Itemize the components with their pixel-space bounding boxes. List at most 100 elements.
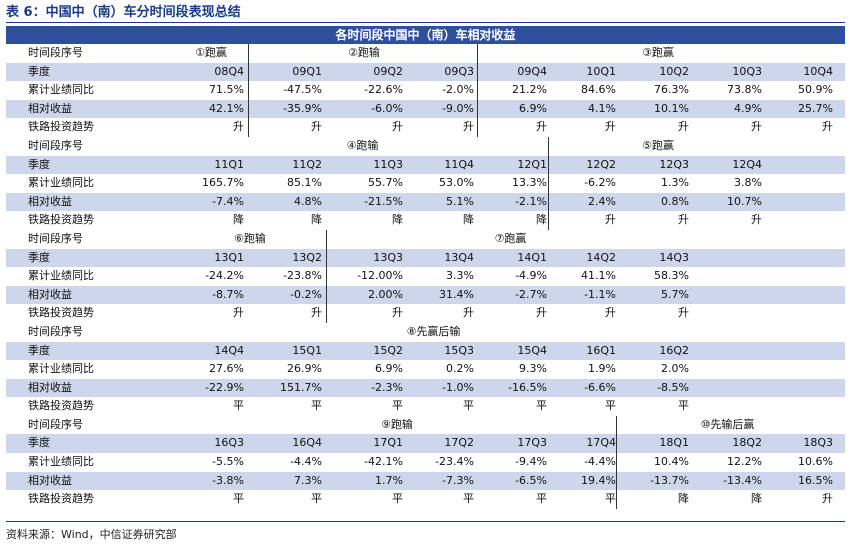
row-label: 相对收益: [28, 194, 72, 208]
table-cell-rail: 升: [751, 120, 762, 134]
table-row-rel: 相对收益 -3.8% 7.3% 1.7% -7.3% -6.5% 19.4% -13.7% -1…: [6, 471, 845, 491]
table-cell-quarter: 09Q1: [292, 64, 322, 78]
row-label: 季度: [28, 436, 50, 450]
table-cell-growth: 27.6%: [209, 362, 244, 376]
table-cell-rel: -13.4%: [723, 473, 762, 487]
table-row-rail: 铁路投资趋势 升 升 升 升 升 升 升: [6, 304, 845, 323]
table-cell-rail: 升: [463, 306, 474, 320]
period-group-label: ⑦跑赢: [494, 231, 527, 245]
table-cell-rail: 平: [463, 492, 474, 506]
table-cell-growth: 1.9%: [588, 362, 616, 376]
table-cell-rel: -2.7%: [515, 287, 547, 301]
row-label: 累计业绩同比: [28, 176, 94, 190]
row-label: 铁路投资趋势: [28, 399, 94, 413]
table-cell-quarter: 18Q3: [803, 436, 833, 450]
table-cell-rel: -6.6%: [584, 380, 616, 394]
row-label: 季度: [28, 64, 50, 78]
row-label: 铁路投资趋势: [28, 492, 94, 506]
table-cell-rail: 升: [605, 306, 616, 320]
table-cell-rail: 降: [392, 213, 403, 227]
table-body: 时间段序号 ①跑赢 ②跑输 ③跑赢 季度 08Q4 09Q1 09Q2 09Q3 09Q4 10Q1…: [6, 44, 845, 509]
table-cell-quarter: 17Q3: [517, 436, 547, 450]
table-cell-quarter: 16Q4: [292, 436, 322, 450]
table-row-quarter: 季度 14Q4 15Q1 15Q2 15Q3 15Q4 16Q1 16Q2: [6, 341, 845, 361]
table-cell-growth: 21.2%: [512, 83, 547, 97]
table-cell-rel: 2.00%: [368, 287, 403, 301]
table-row-growth: 累计业绩同比 27.6% 26.9% 6.9% 0.2% 9.3% 1.9% 2.0%: [6, 360, 845, 379]
row-label: 铁路投资趋势: [28, 120, 94, 134]
table-cell-rel: 2.4%: [588, 194, 616, 208]
table-cell-rail: 升: [536, 120, 547, 134]
table-cell-rail: 平: [536, 399, 547, 413]
table-cell-quarter: 08Q4: [214, 64, 244, 78]
table-cell-quarter: 15Q3: [444, 343, 474, 357]
row-label: 时间段序号: [28, 46, 83, 59]
table-cell-growth: -23.4%: [435, 455, 474, 469]
table-row-period: 时间段序号 ⑨跑输 ⑩先输后赢: [6, 416, 845, 435]
table-cell-quarter: 10Q4: [803, 64, 833, 78]
table-cell-rail: 升: [463, 120, 474, 134]
table-cell-rel: -6.5%: [515, 473, 547, 487]
table-cell-rail: 平: [463, 399, 474, 413]
row-label: 时间段序号: [28, 231, 83, 245]
table-cell-rel: -0.2%: [290, 287, 322, 301]
table-cell-growth: -12.00%: [357, 269, 403, 283]
table-cell-growth: 12.2%: [727, 455, 762, 469]
row-label: 季度: [28, 250, 50, 264]
table-row-quarter: 季度 16Q3 16Q4 17Q1 17Q2 17Q3 17Q4 18Q1 18Q2 18Q3: [6, 434, 845, 454]
table-row-rail: 铁路投资趋势 平 平 平 平 平 平 降 降 升: [6, 490, 845, 509]
table-cell-rel: 4.8%: [294, 194, 322, 208]
table-cell-rail: 平: [233, 492, 244, 506]
table-heading: 各时间段中国中（南）车相对收益: [6, 26, 845, 44]
table-cell-rail: 升: [311, 306, 322, 320]
table-cell-rail: 升: [822, 492, 833, 506]
table-cell-rel: 151.7%: [280, 380, 322, 394]
table-row-growth: 累计业绩同比 71.5% -47.5% -22.6% -2.0% 21.2% 84.6% 76…: [6, 81, 845, 100]
table-row-quarter: 季度 08Q4 09Q1 09Q2 09Q3 09Q4 10Q1 10Q2 10Q3 10Q4: [6, 62, 845, 82]
table-cell-growth: 3.8%: [734, 176, 762, 190]
table-row-rel: 相对收益 -22.9% 151.7% -2.3% -1.0% -16.5% -6.6% -8.…: [6, 378, 845, 398]
table-cell-quarter: 14Q4: [214, 343, 244, 357]
table-cell-quarter: 14Q1: [517, 250, 547, 264]
table-cell-growth: -4.9%: [515, 269, 547, 283]
table-cell-growth: 0.2%: [446, 362, 474, 376]
table-cell-rel: -2.3%: [371, 380, 403, 394]
row-label: 时间段序号: [28, 138, 83, 152]
table-cell-growth: 73.8%: [727, 83, 762, 97]
row-label: 累计业绩同比: [28, 83, 94, 97]
table-cell-rail: 升: [605, 213, 616, 227]
table-cell-growth: 71.5%: [209, 83, 244, 97]
group-divider: [548, 137, 549, 230]
table-cell-growth: 9.3%: [519, 362, 547, 376]
table-cell-growth: 6.9%: [375, 362, 403, 376]
table-cell-quarter: 14Q3: [659, 250, 689, 264]
table-cell-quarter: 10Q3: [732, 64, 762, 78]
group-divider: [477, 44, 478, 137]
table-cell-quarter: 09Q2: [373, 64, 403, 78]
table-row-period: 时间段序号 ⑥跑输 ⑦跑赢: [6, 230, 845, 249]
table-cell-rail: 平: [605, 492, 616, 506]
table-row-growth: 累计业绩同比 -24.2% -23.8% -12.00% 3.3% -4.9% 41.1% 5…: [6, 267, 845, 286]
table-cell-rel: -1.1%: [584, 287, 616, 301]
table-cell-quarter: 13Q3: [373, 250, 403, 264]
table-row-growth: 累计业绩同比 -5.5% -4.4% -42.1% -23.4% -9.4% -4.4% 10…: [6, 453, 845, 472]
table-cell-quarter: 15Q2: [373, 343, 403, 357]
table-cell-rail: 升: [233, 120, 244, 134]
table-cell-rel: -7.3%: [442, 473, 474, 487]
table-cell-rel: 5.1%: [446, 194, 474, 208]
table-cell-quarter: 10Q2: [659, 64, 689, 78]
table-cell-quarter: 09Q4: [517, 64, 547, 78]
row-label: 相对收益: [28, 287, 72, 301]
table-cell-quarter: 12Q3: [659, 157, 689, 171]
table-cell-growth: -4.4%: [290, 455, 322, 469]
row-label: 相对收益: [28, 473, 72, 487]
table-cell-rel: -3.8%: [212, 473, 244, 487]
table-cell-growth: 2.0%: [661, 362, 689, 376]
table-cell-growth: -42.1%: [364, 455, 403, 469]
row-label: 累计业绩同比: [28, 362, 94, 376]
table-cell-rel: -8.7%: [212, 287, 244, 301]
table-row-rail: 铁路投资趋势 升 升 升 升 升 升 升 升 升: [6, 118, 845, 137]
table-cell-rail: 降: [751, 492, 762, 506]
table-cell-quarter: 11Q4: [444, 157, 474, 171]
period-group-label: ④跑输: [346, 138, 379, 152]
